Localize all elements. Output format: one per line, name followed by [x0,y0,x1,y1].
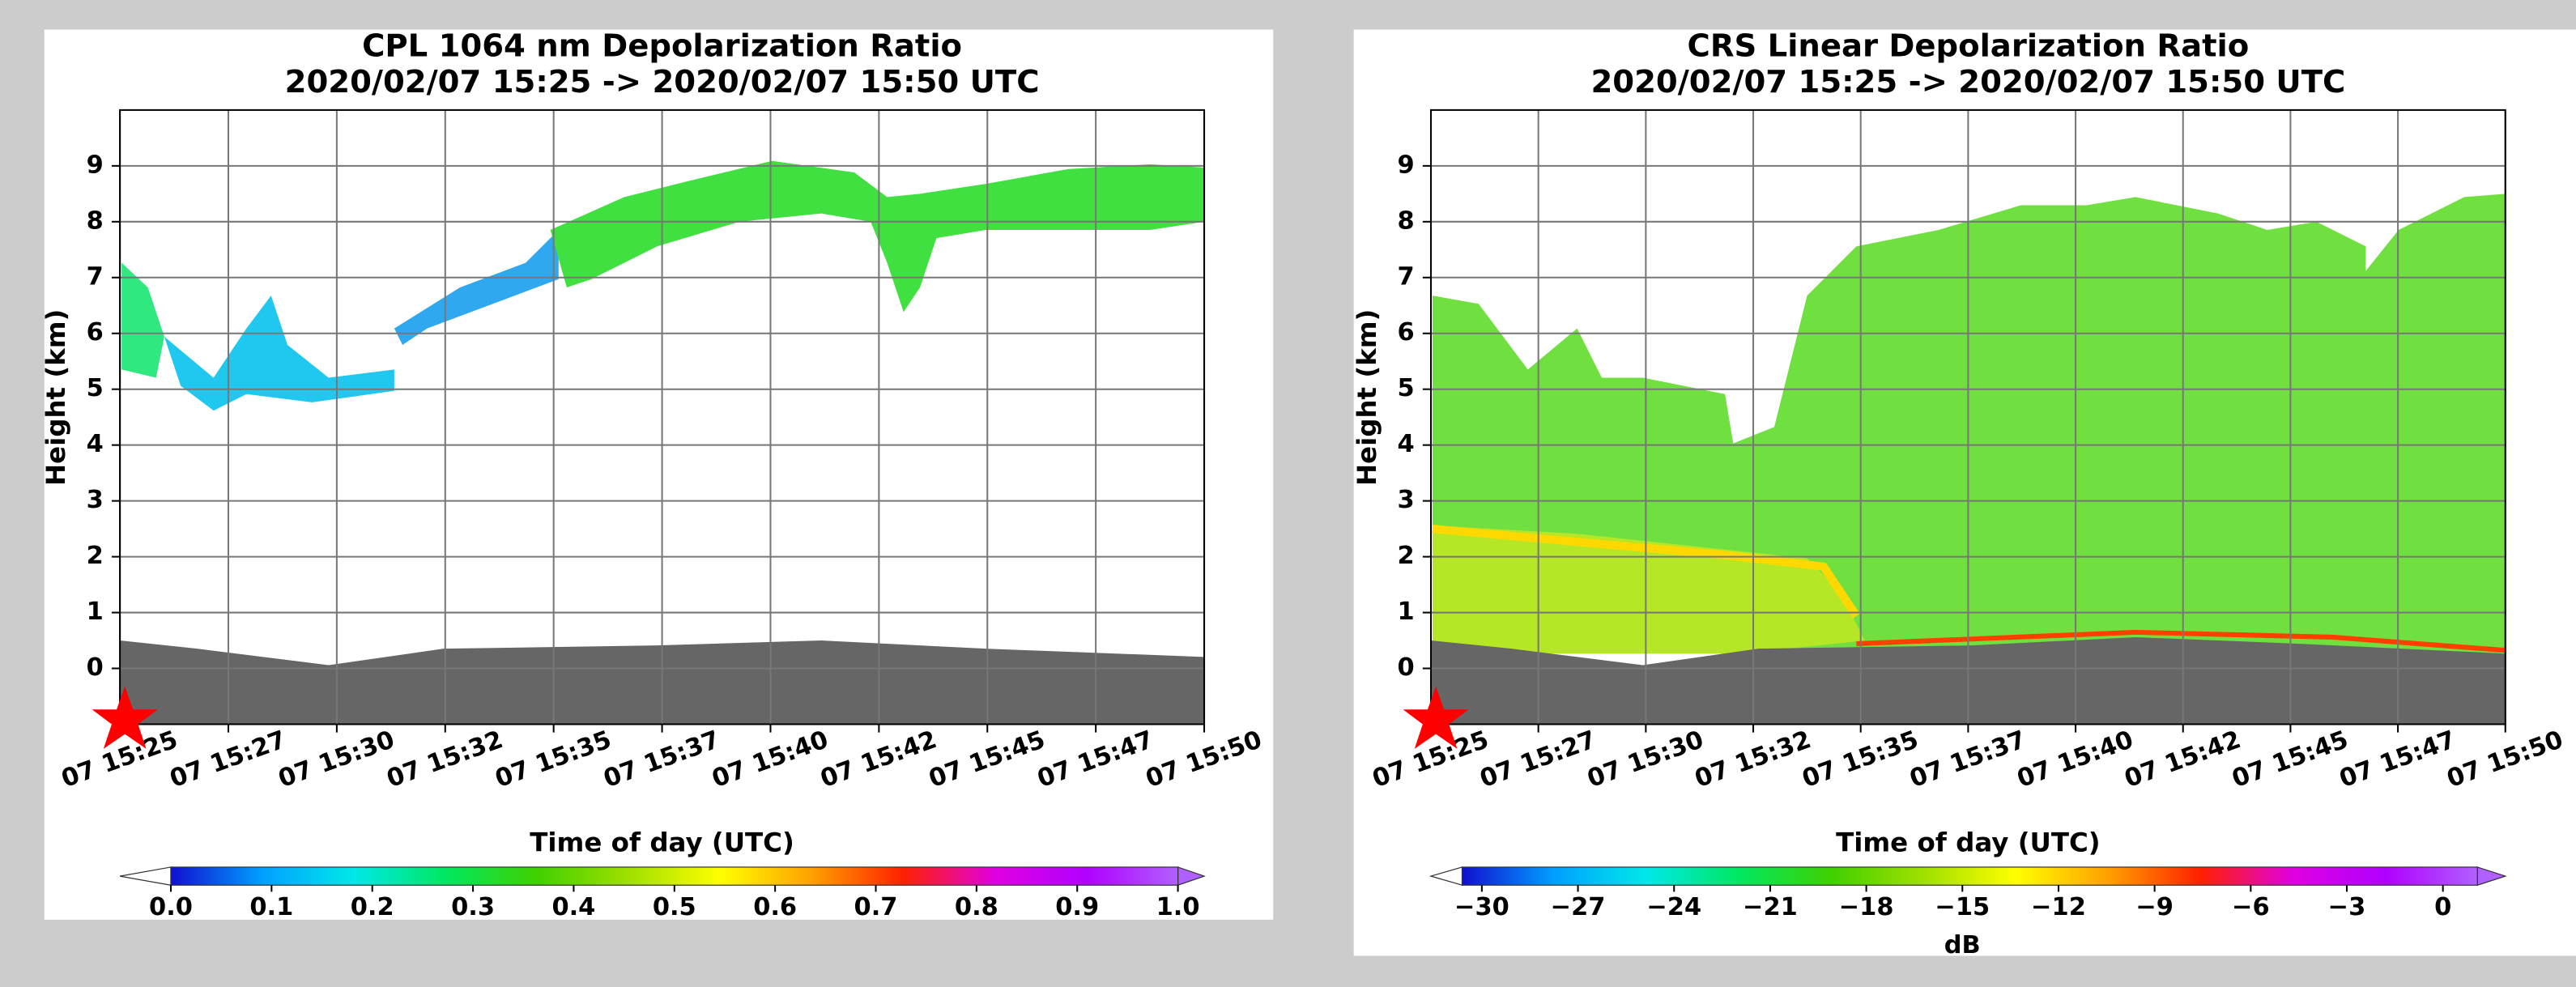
y-tick-label: 0 [87,653,104,682]
y-tick-label: 4 [1398,430,1415,458]
colorbar-tick-label: 0 [2434,893,2451,921]
y-tick-label: 5 [1398,374,1415,402]
colorbar-tick-label: 0.9 [1055,893,1099,921]
y-tick-label: 3 [1398,486,1415,514]
colorbar-tick-label: 0.7 [854,893,898,921]
y-tick-label: 9 [87,151,104,179]
colorbar-tick-label: −27 [1551,893,1606,921]
y-tick-label: 2 [1398,542,1415,570]
y-tick-label: 8 [87,206,104,235]
y-tick-label: 3 [87,486,104,514]
colorbar [1463,867,2478,885]
colorbar-tick-label: 0.4 [551,893,595,921]
colorbar-tick-label: −3 [2328,893,2366,921]
chart-subtitle: 2020/02/07 15:25 -> 2020/02/07 15:50 UTC [1590,64,2345,100]
page: CPL 1064 nm Depolarization Ratio2020/02/… [0,0,2576,987]
colorbar-tick-label: 0.1 [249,893,293,921]
x-axis-label: Time of day (UTC) [530,827,794,858]
y-tick-label: 1 [1398,598,1415,626]
colorbar-tick-label: −9 [2135,893,2174,921]
y-axis-label: Height (km) [40,309,71,486]
chart-subtitle: 2020/02/07 15:25 -> 2020/02/07 15:50 UTC [285,64,1040,100]
colorbar-tick-label: −21 [1743,893,1798,921]
figure: CPL 1064 nm Depolarization Ratio2020/02/… [0,0,2576,987]
y-axis-label: Height (km) [1352,309,1382,486]
colorbar-tick-label: 0.6 [753,893,797,921]
y-tick-label: 4 [87,430,104,458]
colorbar-tick-label: 0.3 [451,893,495,921]
y-tick-label: 8 [1398,206,1415,235]
y-tick-label: 9 [1398,151,1415,179]
colorbar-tick-label: 0.2 [351,893,394,921]
colorbar-tick-label: −30 [1454,893,1509,921]
y-tick-label: 1 [87,598,104,626]
colorbar-tick-label: −18 [1839,893,1894,921]
y-tick-label: 7 [87,262,104,291]
colorbar-tick-label: 0.8 [955,893,998,921]
x-axis-label: Time of day (UTC) [1836,827,2101,858]
colorbar-tick-label: 0.5 [653,893,696,921]
colorbar-tick-label: −24 [1646,893,1701,921]
colorbar [171,867,1178,885]
y-tick-label: 6 [87,318,104,347]
colorbar-tick-label: 0.0 [149,893,193,921]
y-tick-label: 2 [87,542,104,570]
y-tick-label: 6 [1398,318,1415,347]
colorbar-tick-label: −6 [2232,893,2270,921]
chart-title: CPL 1064 nm Depolarization Ratio [362,28,962,64]
y-tick-label: 5 [87,374,104,402]
y-tick-label: 0 [1398,653,1415,682]
chart-title: CRS Linear Depolarization Ratio [1688,28,2250,64]
colorbar-label: dB [1944,931,1981,959]
colorbar-tick-label: 1.0 [1156,893,1200,921]
y-tick-label: 7 [1398,262,1415,291]
colorbar-tick-label: −12 [2031,893,2086,921]
colorbar-tick-label: −15 [1935,893,1990,921]
